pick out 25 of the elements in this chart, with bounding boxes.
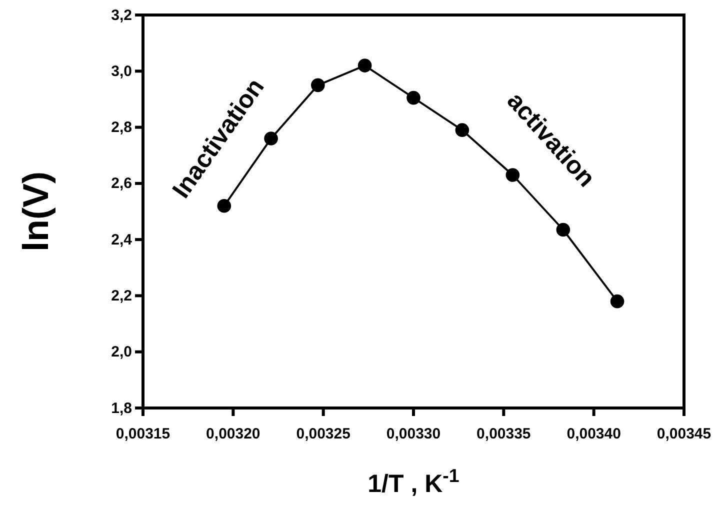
- y-tick-label: 2,4: [111, 231, 133, 248]
- x-tick-label: 0,00335: [476, 426, 531, 442]
- x-tick-label: 0,00340: [566, 426, 621, 442]
- point: [217, 198, 232, 213]
- point: [311, 78, 325, 92]
- point: [358, 58, 372, 72]
- y-tick-label: 2,0: [111, 344, 132, 361]
- x-tick-label: 0,00320: [206, 426, 260, 442]
- point: [455, 123, 470, 137]
- y-tick-label: 3,0: [111, 62, 132, 80]
- y-tick-label: 2,8: [111, 119, 132, 136]
- point: [406, 90, 420, 105]
- x-tick-label: 0,00330: [386, 426, 441, 442]
- x-tick-label: 0,00345: [656, 426, 712, 442]
- y-tick-label: 3,2: [111, 6, 132, 24]
- x-axis-title: 1/T , K$^{-1}$: [368, 464, 460, 498]
- point: [556, 222, 570, 237]
- y-axis-title: ln(V): [15, 172, 56, 252]
- y-tick-label: 2,6: [111, 175, 132, 192]
- point: [264, 132, 278, 146]
- x-tick-label: 0,00325: [296, 426, 350, 442]
- y-tick-label: 2,2: [111, 288, 132, 305]
- x-tick-label: 0,00315: [116, 426, 170, 442]
- point: [610, 294, 624, 308]
- y-tick-label: 1,8: [111, 400, 132, 417]
